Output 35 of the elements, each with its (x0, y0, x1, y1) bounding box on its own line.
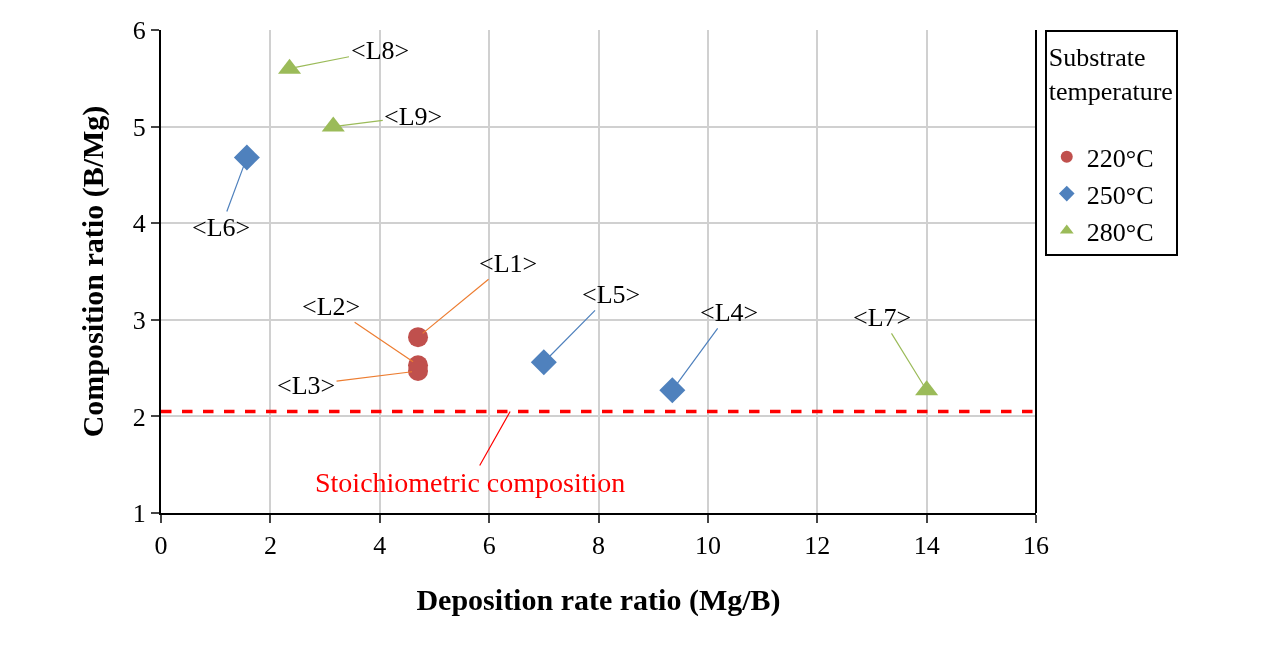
legend-label: 220°C (1086, 143, 1154, 173)
x-tick-label: 12 (804, 531, 831, 561)
x-tick-label: 14 (913, 531, 940, 561)
y-tick-label: 6 (132, 16, 146, 46)
y-tick-label: 1 (132, 499, 146, 529)
x-tick-label: 6 (482, 531, 496, 561)
annotation: <L3> (277, 371, 336, 400)
x-tick-label: 8 (592, 531, 605, 561)
x-tick-label: 4 (373, 531, 387, 561)
annotation: <L5> (582, 280, 641, 309)
x-tick-label: 2 (263, 531, 277, 561)
point (233, 144, 260, 171)
annotation: <L8> (351, 36, 410, 65)
annotation: <L9> (384, 102, 443, 131)
legend-title: Substrate temperature (1048, 42, 1173, 106)
point (659, 377, 686, 404)
legend-label: 250°C (1086, 180, 1154, 210)
y-tick-label: 4 (132, 209, 146, 239)
annotation: <L6> (192, 213, 251, 242)
y-tick-label: 5 (132, 112, 146, 142)
y-tick-label: 3 (132, 305, 146, 335)
x-tick-label: 0 (154, 531, 168, 561)
point (530, 349, 557, 376)
point (408, 327, 429, 348)
ref-line-label: Stoichiometric composition (315, 467, 626, 498)
y-tick-label: 2 (132, 402, 146, 432)
x-axis-title: Deposition rate ratio (Mg/B) (416, 583, 781, 618)
x-tick-label: 16 (1023, 531, 1049, 561)
annotation: <L2> (302, 292, 361, 321)
x-tick-label: 10 (694, 531, 721, 561)
annotation: <L1> (479, 249, 538, 278)
annotation: <L7> (853, 303, 912, 332)
y-axis-title: Composition ratio (B/Mg) (76, 105, 111, 438)
legend-label: 280°C (1086, 217, 1154, 247)
annotation: <L4> (700, 298, 759, 327)
